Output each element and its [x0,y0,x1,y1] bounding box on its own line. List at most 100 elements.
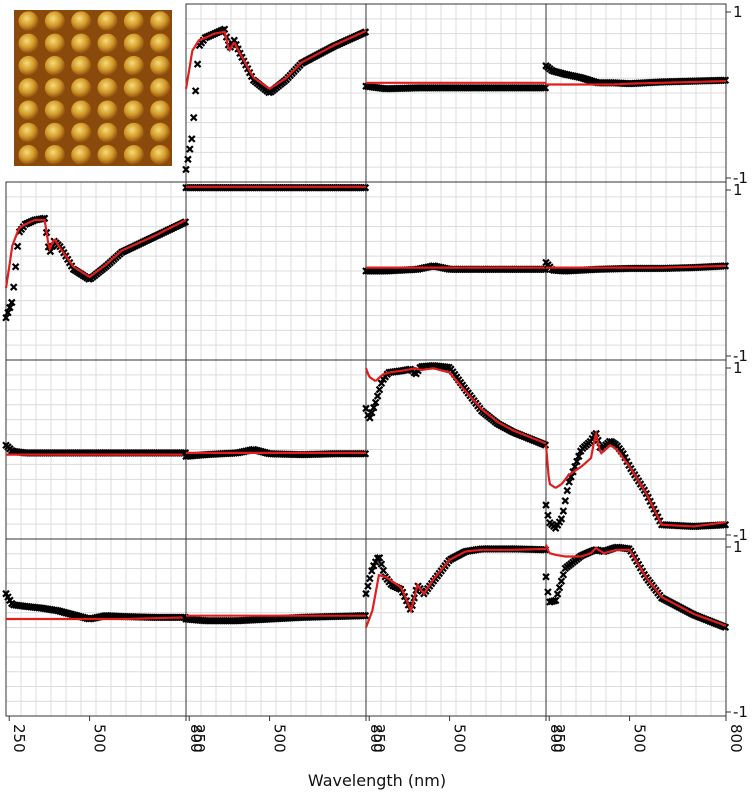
measured-point [565,478,573,486]
inset-particle [97,11,118,31]
inset-particle [18,78,39,98]
measured-point [184,155,192,164]
inset-particle [44,33,65,54]
measured-point [362,589,370,598]
measured-point [182,165,190,174]
series-r3-c3 [542,543,730,632]
inset-particle [44,122,65,143]
inset-particle [123,122,144,143]
inset-particle [97,33,118,54]
series-r2-c0 [2,441,190,457]
inset-particle [18,55,39,76]
inset-particle [123,145,144,165]
measured-point [563,486,571,495]
x-tick-label: 800 [547,724,565,753]
fit-line [546,80,726,86]
fit-line [4,218,187,289]
inset-particle [44,78,65,98]
measured-point [542,501,550,509]
series-r2-c1 [182,445,370,461]
inset-particle [123,55,144,76]
inset-particle [18,122,39,143]
subplot-r3-c3 [545,538,727,717]
y-axis-right: 1-11-11-11-1 [726,3,748,721]
x-tick-label: 500 [91,724,109,753]
measured-point [557,515,566,523]
y-tick-label: 1 [733,359,743,377]
series-r1-c3 [542,258,730,275]
inset-particle [123,33,144,54]
y-tick-label: 1 [733,3,743,21]
subplot-grid [2,3,730,717]
inset-particle [123,11,144,31]
inset-particle [18,100,39,121]
subplot-r3-c2 [365,538,547,717]
fit-line [6,616,186,621]
inset-particle [71,145,92,165]
x-tick-label: 500 [451,724,469,753]
y-tick-label: -1 [733,347,748,365]
series-r1-c1 [182,183,370,192]
y-tick-label: 1 [733,181,743,199]
series-r0-c1 [182,25,370,174]
inset-particle [44,55,65,76]
measured-point [559,507,568,515]
measured-point [375,554,384,562]
inset-particle [150,33,171,54]
inset-particle [71,11,92,31]
y-tick-label: -1 [733,703,748,721]
inset-particle [44,100,65,121]
measured-point [539,84,548,92]
fit-line [184,29,367,91]
measured-point [551,596,560,605]
x-tick-label: 250 [550,724,568,753]
inset-particle [44,145,65,165]
series-r1-c2 [362,262,550,275]
inset-particle [97,122,118,143]
subplot-r3-c0 [5,538,187,717]
inset-particle [97,100,118,121]
subplot-r0-c3 [545,3,727,183]
y-tick-label: -1 [733,526,748,544]
measured-point [46,247,55,256]
measured-point [557,577,566,585]
measured-point [561,497,570,505]
subplot-r1-c1 [185,181,367,361]
inset-particle [150,100,171,121]
measured-point [6,303,14,312]
measured-point [230,36,238,45]
subplot-r0-c2 [365,3,547,183]
inset-particle [18,11,39,31]
inset-particle [71,55,92,76]
x-tick-label: 500 [271,724,289,753]
inset-particle [150,122,171,143]
x-tick-label: 250 [10,724,28,753]
measured-point [379,566,388,575]
subplot-r2-c1 [185,359,367,540]
fit-line [544,429,727,528]
inset-particle [150,145,171,165]
measured-point [193,60,202,68]
subplot-r3-c1 [185,538,367,717]
x-axis-label: Wavelength (nm) [308,771,446,790]
fit-line [544,544,727,627]
inset-particle [18,33,39,54]
measured-point [375,385,384,394]
measured-point [559,570,568,579]
inset-background [14,10,172,166]
subplot-r2-c2 [365,359,547,540]
measured-point [542,573,550,581]
measured-point [377,379,386,388]
subplot-r1-c0 [5,181,187,361]
measured-point [186,145,194,153]
measured-point [369,562,378,570]
y-tick-label: -1 [733,169,748,187]
measured-point [553,590,562,598]
series-r2-c3 [542,429,730,532]
measured-point [541,84,550,92]
inset-particle [150,11,171,31]
fit-line [364,367,547,445]
measured-point [181,218,190,226]
measured-point [368,567,376,575]
